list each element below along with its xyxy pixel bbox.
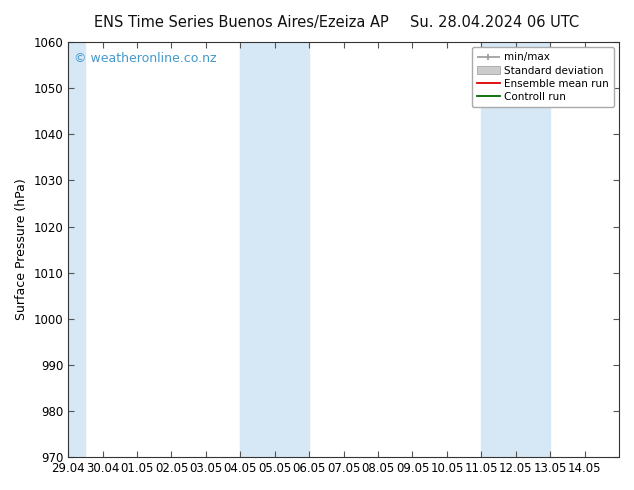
Bar xyxy=(481,42,550,457)
Text: ENS Time Series Buenos Aires/Ezeiza AP: ENS Time Series Buenos Aires/Ezeiza AP xyxy=(94,15,388,30)
Text: Su. 28.04.2024 06 UTC: Su. 28.04.2024 06 UTC xyxy=(410,15,579,30)
Bar xyxy=(51,42,86,457)
Legend: min/max, Standard deviation, Ensemble mean run, Controll run: min/max, Standard deviation, Ensemble me… xyxy=(472,47,614,107)
Text: © weatheronline.co.nz: © weatheronline.co.nz xyxy=(74,52,216,66)
Y-axis label: Surface Pressure (hPa): Surface Pressure (hPa) xyxy=(15,179,28,320)
Bar xyxy=(240,42,309,457)
